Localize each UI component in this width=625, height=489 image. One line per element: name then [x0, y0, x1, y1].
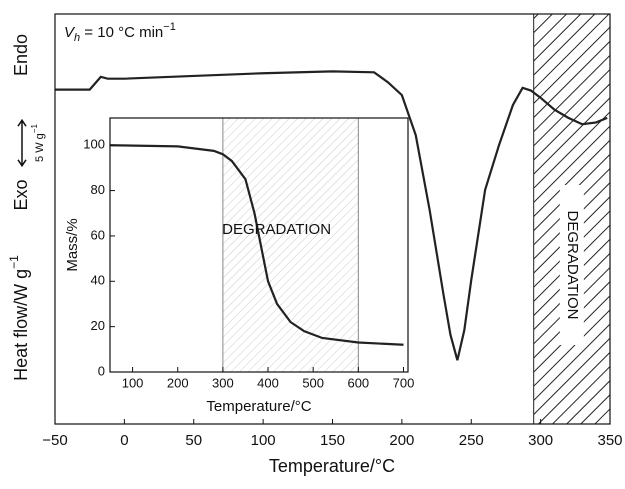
y-axis-label-sup: −1	[7, 255, 21, 269]
region-label-bg	[559, 185, 584, 345]
scale-bar-label: 5 W g−1	[30, 124, 46, 162]
y-axis-label-text: Heat flow/W g	[11, 269, 31, 381]
x-tick-label: 500	[302, 375, 324, 390]
curve	[55, 70, 608, 361]
y-tick-label: 40	[91, 273, 105, 288]
x-tick-label: 200	[167, 375, 189, 390]
x-tick-label: 400	[257, 375, 279, 390]
scale-bar	[17, 118, 27, 168]
x-tick-label: 600	[347, 375, 369, 390]
annotation-subscript: h	[74, 32, 80, 44]
x-tick-label: 250	[459, 432, 484, 449]
degradation-region	[222, 117, 359, 373]
x-tick-label: 350	[597, 432, 622, 449]
x-axis-label: Temperature/°C	[269, 456, 395, 476]
exo-label: Exo	[11, 179, 31, 210]
scale-bar-label-text: 5 W g	[34, 133, 46, 162]
x-tick-label: 150	[320, 432, 345, 449]
plot-frame	[109, 117, 409, 373]
y-tick-label: 0	[98, 363, 105, 378]
x-tick-label: 100	[251, 432, 276, 449]
x-tick-label: 200	[389, 432, 414, 449]
inset-x-axis-label: Temperature/°C	[206, 398, 311, 415]
y-tick-label: 60	[91, 227, 105, 242]
x-tick-label: 300	[528, 432, 553, 449]
region-label: DEGRADATION	[564, 211, 581, 320]
x-tick-label: 700	[393, 375, 415, 390]
y-tick-label: 80	[91, 182, 105, 197]
x-tick-label: −50	[42, 432, 67, 449]
annotation-symbol: V	[64, 24, 76, 41]
annotation-superscript: −1	[163, 21, 176, 33]
x-tick-label: 50	[185, 432, 202, 449]
curve	[109, 144, 404, 346]
y-tick-label: 100	[83, 137, 105, 152]
region-label: DEGRADATION	[222, 221, 331, 238]
annotation-text: = 10 °C min	[80, 24, 163, 41]
y-tick-label: 20	[91, 318, 105, 333]
inset-y-axis-label: Mass/%	[64, 218, 81, 271]
y-axis-label: Heat flow/W g−1	[7, 255, 31, 381]
x-tick-label: 300	[212, 375, 234, 390]
plot-frame	[54, 13, 611, 425]
scale-bar-label-sup: −1	[30, 124, 39, 134]
annotation: Vh = 10 °C min−1	[64, 21, 176, 44]
x-tick-label: 0	[120, 432, 128, 449]
endo-label: Endo	[11, 34, 31, 76]
x-tick-label: 100	[122, 375, 144, 390]
